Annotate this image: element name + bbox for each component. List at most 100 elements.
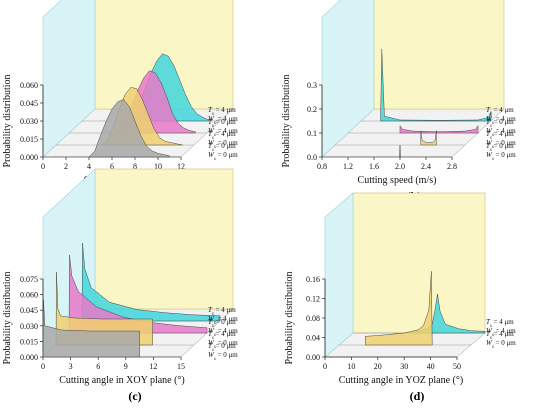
legend-ws-label: Ws = 4 μm [208,127,238,138]
x-tick-label: 6 [96,362,100,371]
back-wall [352,192,486,334]
side-wall [42,0,96,158]
legend-ts-label: Ts = 4 μm [208,106,236,117]
x-tick-label: 1.2 [343,162,353,171]
x-tick-label: 2.0 [395,162,405,171]
x-tick-label: 2.8 [447,162,457,171]
x-tick-label: 0.8 [317,162,327,171]
x-axis-label: Cutting angle in XOY plane (°) [59,375,185,386]
y-tick-label: 0.1 [307,129,317,138]
x-tick-label: 30 [400,362,408,371]
y-tick-label: 0.060 [20,81,38,90]
chart-panel-4: 0 10 20 30 40 50 0.00 0.04 0.08 0.12 0.16 Cutting a… [284,192,516,403]
series-area [365,271,433,346]
x-tick-label: 1.6 [369,162,379,171]
x-tick-label: 20 [374,362,382,371]
x-tick-label: 3 [69,362,73,371]
legend-ts-label: Ts = 0 μm [486,118,514,129]
series-area [399,144,401,158]
legend-ws-label: Ws = 4 μm [208,115,238,126]
y-tick-label: 0.015 [20,337,38,346]
panel-label: (d) [410,389,425,403]
x-tick-label: 10 [154,162,162,171]
y-axis-label: Probability distribution [284,271,295,364]
y-tick-label: 0.0 [307,153,317,162]
back-wall [373,0,505,110]
y-tick-label: 0.030 [20,322,38,331]
legend-ts-label: Ts = 4 μm [486,106,514,117]
y-axis-label: Probability distribution [281,74,292,167]
x-tick-label: 8 [133,162,137,171]
series-area [88,99,170,158]
legend-ws-label: Ws = 4 μm [208,327,238,338]
x-tick-label: 15 [177,362,185,371]
x-tick-label: 0 [41,362,45,371]
legend-ws-label: Ws = 0 μm [486,139,516,150]
legend-ws-label: Ws = 0 μm [486,151,516,162]
y-tick-label: 0.16 [306,275,320,284]
y-tick-label: 0.00 [306,353,320,362]
series-area [399,125,479,134]
x-tick-label: 0 [323,362,327,371]
legend-ts-label: Ts = 4 μm [486,130,514,141]
y-tick-label: 0.04 [306,334,320,343]
y-tick-label: 0.030 [20,117,38,126]
side-wall [321,0,375,158]
legend-ws-label: Ws = 0 μm [208,151,238,162]
y-tick-label: 0.075 [20,275,38,284]
legend-ts-label: Ts = 4 μm [486,318,514,329]
x-tick-label: 50 [453,362,461,371]
legend-ws-label: Ws = 4 μm [486,327,516,338]
x-axis-label: Cutting speed (m/s) [358,175,437,186]
x-tick-label: 4 [87,162,91,171]
legend-ws-label: Ws = 0 μm [486,339,516,350]
y-tick-label: 0.2 [307,105,317,114]
legend-ws-label: Ws = 4 μm [486,115,516,126]
y-tick-label: 0.045 [20,306,38,315]
back-wall [94,168,234,310]
chart-panel-3: 0 3 6 9 12 15 0.000 0.015 0.030 0.045 0.060 0.075 Cu… [2,168,238,403]
x-axis-label: Cutting angle in YOZ plane (°) [339,375,463,386]
legend-ws-label: Ws = 0 μm [208,139,238,150]
y-tick-label: 0.045 [20,99,38,108]
series-area [68,254,208,334]
legend-ts-label: Ts = 4 μm [208,130,236,141]
legend-ws-label: Ws = 4 μm [208,315,238,326]
x-tick-label: 2 [64,162,68,171]
legend-ts-label: Ts = 4 μm [486,330,514,341]
panel-label: (c) [128,389,141,403]
y-tick-label: 0.08 [306,314,320,323]
x-tick-label: 6 [110,162,114,171]
x-tick-label: 9 [124,362,128,371]
series-area [42,299,140,358]
chart-panel-1: 0246810120.0000.0150.0300.0450.060Cuttin… [2,0,238,203]
y-tick-label: 0.000 [20,353,38,362]
y-tick-label: 0.000 [20,153,38,162]
x-tick-label: 10 [347,362,355,371]
series-area [420,130,437,146]
legend-ts-label: Ts = 0 μm [486,142,514,153]
x-tick-label: 0 [41,162,45,171]
series-area [55,272,153,346]
side-wall [324,192,354,358]
legend-ts-label: Ts = 4 μm [208,306,236,317]
series-area [380,48,492,122]
y-tick-label: 0.3 [307,81,317,90]
y-axis-label: Probability distribution [2,74,13,167]
legend-ts-label: Ts = 0 μm [208,142,236,153]
x-tick-label: 12 [177,162,185,171]
